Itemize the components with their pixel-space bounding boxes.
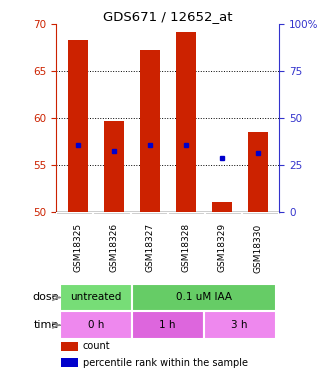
Text: time: time [34, 320, 59, 330]
Bar [60, 284, 132, 311]
Bar [104, 121, 124, 212]
Title: GDS671 / 12652_at: GDS671 / 12652_at [103, 10, 232, 23]
Text: untreated: untreated [70, 292, 121, 303]
Bar [68, 40, 88, 212]
Text: GSM18325: GSM18325 [73, 224, 82, 273]
Bar [132, 284, 276, 311]
Bar [61, 342, 78, 351]
Bar [204, 311, 276, 339]
Text: 1 h: 1 h [160, 320, 176, 330]
Text: 3 h: 3 h [231, 320, 248, 330]
Text: GSM18327: GSM18327 [145, 224, 154, 273]
Text: GSM18328: GSM18328 [181, 224, 190, 273]
Bar [61, 358, 78, 368]
Text: 0 h: 0 h [88, 320, 104, 330]
Bar [248, 132, 268, 212]
Text: 0.1 uM IAA: 0.1 uM IAA [176, 292, 232, 303]
Bar [140, 50, 160, 212]
Text: GSM18330: GSM18330 [253, 223, 262, 273]
Bar [212, 202, 231, 212]
Bar [60, 311, 132, 339]
Bar [132, 311, 204, 339]
Text: GSM18329: GSM18329 [217, 224, 226, 273]
Text: percentile rank within the sample: percentile rank within the sample [83, 357, 248, 368]
Text: dose: dose [32, 292, 59, 303]
Text: GSM18326: GSM18326 [109, 224, 118, 273]
Text: count: count [83, 342, 110, 351]
Bar [176, 32, 195, 212]
